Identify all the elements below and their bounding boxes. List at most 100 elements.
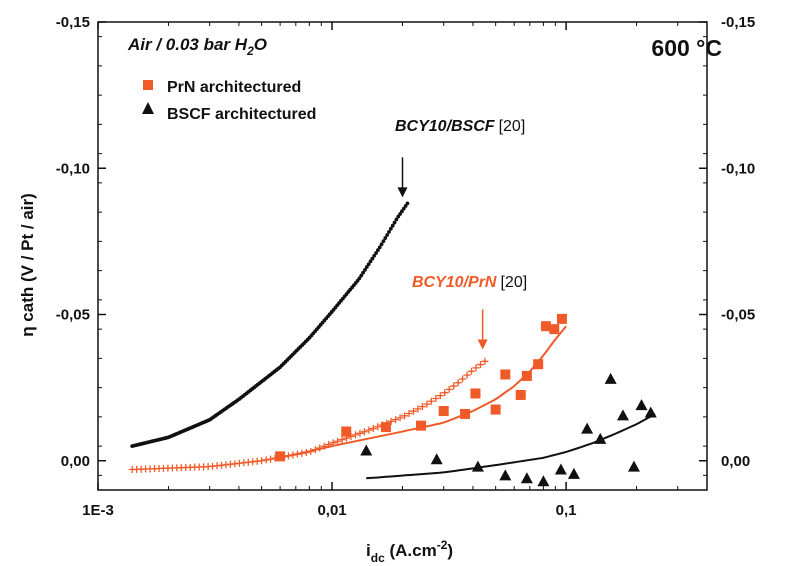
bscf-data-point [604,372,617,384]
bcy10-prn-point [374,423,382,431]
bcy10-prn-point [405,410,413,418]
bcy10-bscf-point [387,229,391,234]
bcy10-bscf-point [403,204,408,208]
bcy10-prn-point [418,403,426,411]
prn-data-point [540,321,551,332]
legend-marker-bscf [142,102,154,114]
bcy10-prn-point [392,416,400,424]
prn-data-point [500,369,511,380]
y-tick-label: 0,00 [61,453,90,470]
bcy10-prn-point [369,425,377,433]
bscf-data-point [430,453,443,465]
bscf-data-point [627,460,640,472]
bcy10-prn-point [360,428,368,436]
y-tick-label: -0,05 [56,307,90,324]
y-tick-label: -0,15 [56,14,90,31]
bcy10-prn-point [365,426,373,434]
bcy10-prn-point [267,455,275,463]
bscf-data-point [581,422,594,434]
bcy10-bscf-point [377,245,382,250]
bcy10-bscf-point [398,212,402,216]
x-tick-label: 1E-3 [82,502,114,519]
bcy10-prn-point [401,412,409,420]
bcy10-bscf-point [366,262,371,267]
prn-data-point [549,324,560,335]
bcy10-prn-point [432,394,440,402]
bcy10-bscf-point [405,201,410,206]
legend-label-prn: PrN architectured [167,79,301,96]
annotation-bcy10-prn: BCY10/PrN [20] [412,274,527,291]
bcy10-prn-point [454,379,462,387]
annotation-bcy10-bscf: BCY10/BSCF [20] [395,118,525,135]
condition-label: Air / 0.03 bar H2O [127,35,267,58]
prn-data-point [380,422,391,433]
bcy10-prn-point [423,400,431,408]
bcy10-prn-arrow-head [477,339,488,350]
bcy10-bscf-point [372,253,377,258]
bcy10-prn-point [334,437,342,445]
bcy10-bscf-point [381,239,386,244]
bcy10-bscf-point [396,214,401,219]
bcy10-bscf-point [370,256,375,261]
x-axis-title: idc (A.cm-2) [366,538,453,565]
prn-data-point [460,408,471,419]
bcy10-bscf-point [364,265,369,269]
bcy10-prn-point [468,367,476,375]
bscf-data-point [594,432,607,444]
y-axis-title: η cath (V / Pt / air) [18,193,37,337]
bcy10-bscf-point [390,223,395,228]
bcy10-bscf-point [392,220,397,225]
legend-marker-prn [143,80,153,90]
bcy10-bscf-point [357,276,362,281]
temperature-label: 600 °C [651,35,722,61]
x-tick-label: 0,1 [556,502,577,519]
bcy10-bscf-point [379,242,384,247]
bcy10-bscf-point [363,267,367,272]
prn-data-point [533,359,544,370]
bcy10-prn-point [351,431,359,439]
prn-data-point [416,420,427,431]
bcy10-prn-point [427,397,435,405]
prn-data-point [341,426,352,437]
bcy10-prn-point [472,364,480,372]
bscf-data-point [499,469,512,481]
y-tick-label-right: -0,10 [721,160,755,177]
bscf-data-point [635,399,648,411]
bscf-data-point [554,463,567,475]
bcy10-prn-point [450,382,458,390]
bcy10-prn-point [396,414,404,422]
bscf-data-point [520,472,533,484]
prn-data-point [490,404,501,415]
y-tick-label-right: 0,00 [721,453,750,470]
y-tick-label: -0,10 [56,160,90,177]
bcy10-bscf-point [368,259,373,264]
bscf-data-point [537,475,550,487]
prn-data-point [275,451,286,462]
bcy10-prn-point [356,429,364,437]
bcy10-prn-point [436,392,444,400]
bcy10-prn-point [262,456,270,464]
bcy10-prn-point [476,361,484,369]
bscf-data-point [567,467,580,479]
bcy10-bscf-point [383,236,388,240]
bscf-data-point [644,406,657,418]
prn-data-point [438,406,449,417]
y-tick-label-right: -0,05 [721,307,755,324]
bcy10-prn-point [481,357,489,365]
y-tick-label-right: -0,15 [721,14,755,31]
legend-label-bscf: BSCF architectured [167,106,316,123]
bcy10-bscf-point [385,233,390,237]
bcy10-prn-point [258,457,266,465]
bcy10-bscf-point [394,217,399,222]
prn-data-point [521,370,532,381]
bscf-data-point [471,460,484,472]
bcy10-bscf-point [388,226,393,231]
bcy10-bscf-point [401,206,406,211]
bcy10-bscf-point [359,273,364,278]
bcy10-prn-point [459,375,467,383]
bcy10-prn-point [387,417,395,425]
bcy10-bscf-point [376,248,380,253]
prn-data-point [515,389,526,400]
bcy10-bscf-point [400,209,404,214]
